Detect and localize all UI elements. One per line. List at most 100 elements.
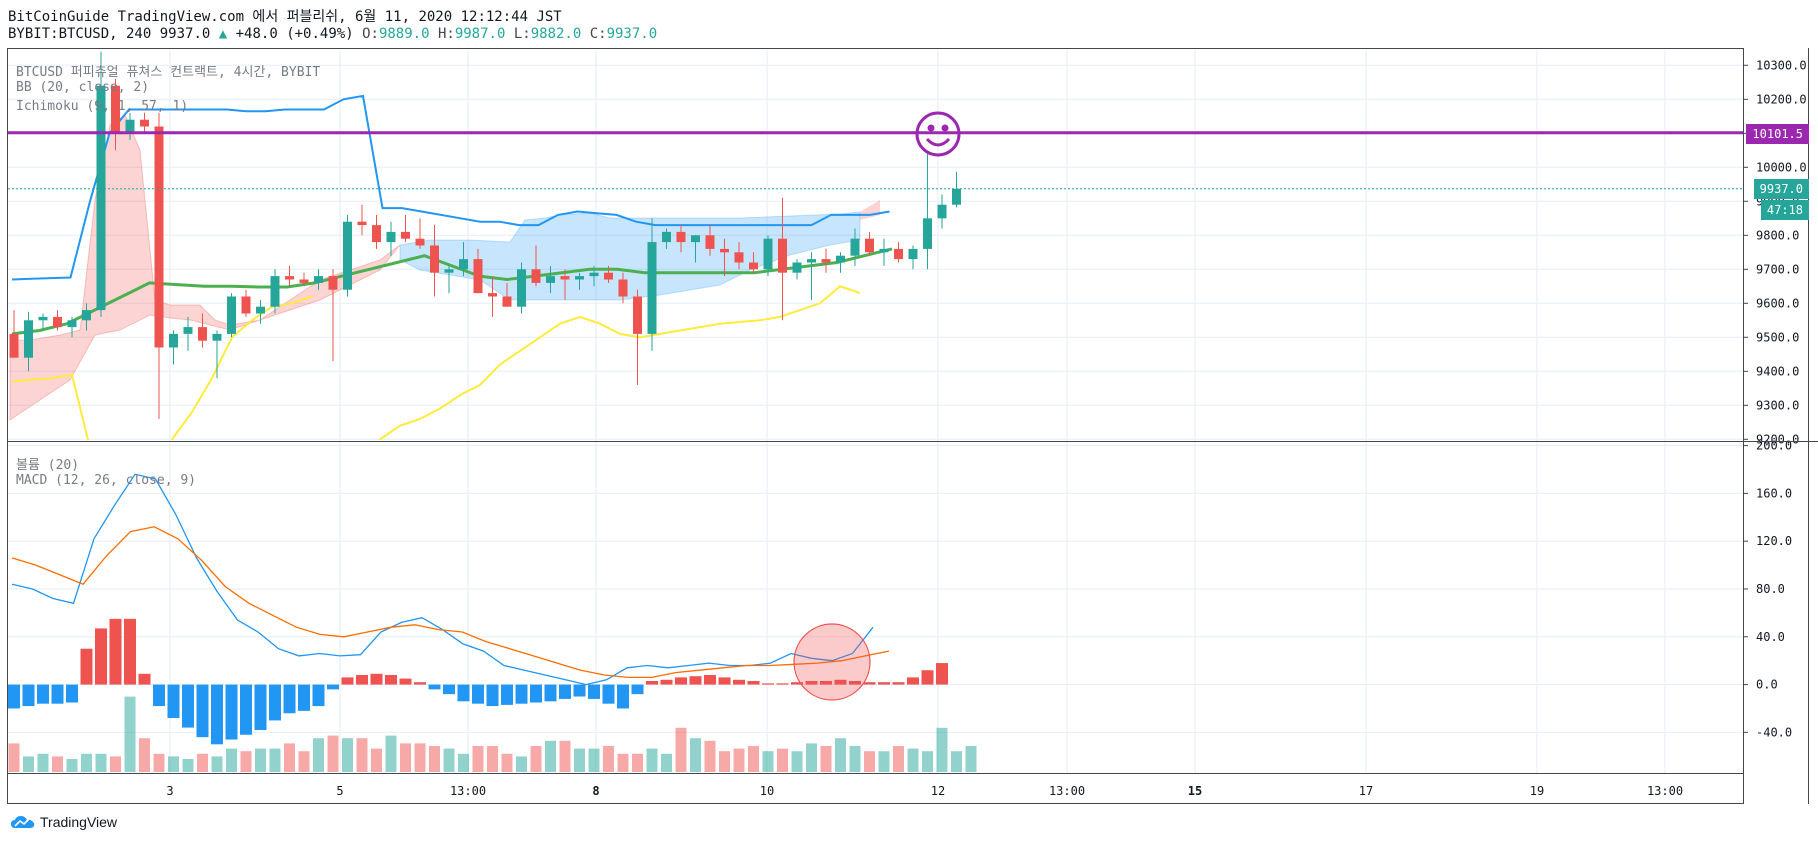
macd-histogram-bar: [414, 682, 426, 685]
time-tick-label: 13:00: [1049, 784, 1085, 798]
smiley-eye-right: [941, 124, 949, 132]
macd-histogram-bar: [399, 678, 412, 685]
macd-histogram-bar: [167, 684, 180, 719]
time-tick-label: 3: [166, 784, 173, 798]
volume-bar: [472, 746, 484, 772]
volume-bar: [617, 753, 629, 772]
macd-histogram-bar: [907, 677, 919, 685]
candle-body: [647, 242, 657, 334]
time-tick-label: 19: [1530, 784, 1544, 798]
time-tick-label: 13:00: [450, 784, 486, 798]
candle-body: [125, 119, 135, 134]
candle-body: [53, 316, 62, 328]
candle-body: [24, 320, 33, 358]
macd-histogram-bar: [602, 684, 615, 704]
publish-info: BitCoinGuide TradingView.com 에서 퍼블리쉬, 6월…: [8, 9, 562, 25]
volume-bar: [603, 746, 614, 772]
macd-histogram-bar: [95, 628, 107, 685]
volume-bar: [443, 748, 455, 772]
price-tick-label: 9500.0: [1756, 330, 1799, 344]
volume-bar: [284, 743, 295, 772]
volume-bar: [675, 727, 687, 772]
macd-histogram-bar: [327, 684, 339, 690]
macd-tick-label: -40.0: [1756, 725, 1792, 739]
volume-bar: [153, 753, 165, 772]
ichimoku-legend: Ichimoku (9, 1, 57, 1): [16, 99, 189, 114]
price-axis[interactable]: 9200.0 9300.0 9400.0 9500.0 9600.0 9700.0 9800…: [1743, 58, 1807, 739]
volume-bar: [704, 740, 716, 772]
macd-histogram-bar: [472, 684, 484, 704]
volume-bar: [864, 751, 875, 772]
macd-histogram-bar: [878, 682, 890, 685]
volume-bar: [835, 738, 846, 772]
volume-bar: [342, 738, 353, 772]
candle-body: [763, 238, 773, 270]
price-tick-label: 9300.0: [1756, 398, 1799, 412]
highlight-circle-shape: [793, 623, 871, 701]
volume-bar: [110, 756, 121, 772]
volume-bar: [588, 748, 600, 772]
volume-bar: [530, 746, 542, 772]
macd-histogram-bar: [240, 684, 252, 735]
macd-histogram-bar: [718, 677, 731, 685]
macd-histogram-bar: [385, 675, 397, 685]
macd-histogram-bar: [370, 673, 383, 685]
candle-body: [734, 252, 744, 263]
volume-bar: [951, 751, 962, 772]
macd-histogram-bar: [849, 680, 861, 685]
bb-upper-line: [11, 94, 890, 281]
bb-lower-line: [377, 285, 861, 440]
candle-body: [560, 276, 570, 280]
candle-body: [212, 333, 222, 341]
candle-body: [778, 238, 787, 273]
up-arrow-icon: ▲: [218, 26, 228, 42]
price-tick-label: 10200.0: [1756, 92, 1807, 106]
time-tick-label: 8: [592, 784, 599, 798]
volume-bar: [124, 696, 136, 772]
macd-histogram-bar: [8, 684, 20, 709]
candle-body: [531, 269, 541, 283]
volume-bar: [197, 753, 208, 772]
macd-histogram: [8, 618, 948, 745]
price-tick-label: 9600.0: [1756, 296, 1799, 310]
candle-body: [633, 296, 642, 334]
volume-bar: [719, 751, 730, 772]
time-tick-label: 15: [1188, 784, 1202, 798]
macd-histogram-bar: [776, 683, 789, 685]
macd-histogram-bar: [225, 684, 238, 740]
volume-bar: [574, 748, 585, 772]
macd-histogram-bar: [356, 675, 368, 685]
high-label: H:: [437, 26, 455, 42]
candle-body: [314, 276, 323, 283]
macd-histogram-bar: [138, 673, 151, 685]
volume-bar: [313, 738, 324, 772]
volume-bar: [458, 753, 469, 772]
price-tick-label: 10300.0: [1756, 58, 1807, 72]
macd-histogram-bar: [573, 684, 586, 697]
horizontal-line[interactable]: [8, 131, 1743, 190]
candle-body: [357, 221, 367, 226]
candle-body: [154, 126, 164, 348]
macd-histogram-bar: [559, 684, 571, 699]
candle-body: [256, 306, 265, 314]
macd-histogram-bar: [153, 684, 165, 707]
smiley-face-icon: [915, 111, 961, 157]
volume-bar: [298, 751, 310, 772]
candle-body: [82, 310, 91, 321]
candle-body: [908, 248, 918, 260]
time-axis[interactable]: 3 5 13:00 8 10 12 13:00 15 17 19 13:00: [166, 784, 1683, 798]
macd-histogram-bar: [936, 663, 948, 685]
grid-top: [8, 50, 1743, 441]
macd-histogram-bar: [820, 680, 832, 685]
volume-bar: [893, 746, 904, 772]
volume-bar: [66, 759, 78, 772]
smiley-face: [915, 111, 961, 157]
volume-bar: [936, 727, 948, 772]
candle-body: [879, 248, 889, 253]
ichimoku-cloud-red: [9, 114, 401, 421]
candle-body: [241, 296, 251, 314]
candles: [9, 51, 961, 419]
candle-body: [691, 235, 700, 243]
tradingview-logo[interactable]: TradingView: [10, 814, 117, 830]
